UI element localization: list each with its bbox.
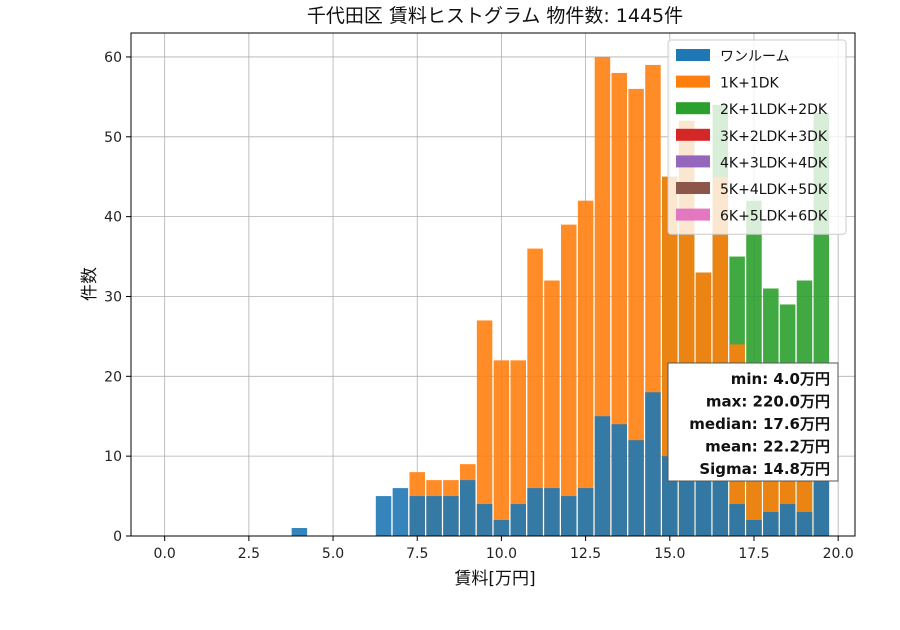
legend-label: 3K+2LDK+3DK (720, 129, 828, 145)
stats-line: max: 220.0万円 (706, 393, 830, 411)
legend-label: 4K+3LDK+4DK (720, 155, 828, 171)
x-axis-title: 賃料[万円] (454, 569, 535, 589)
bar-1 (645, 392, 661, 536)
bar-1 (577, 488, 594, 536)
x-tick-label: 5.0 (322, 546, 344, 562)
x-tick-label: 0.0 (154, 546, 176, 562)
bar-1 (476, 504, 493, 536)
stats-box: min: 4.0万円 max: 220.0万円 median: 17.6万円 mean… (667, 362, 839, 482)
x-tick-label: 10.0 (486, 546, 517, 562)
bar-1 (409, 496, 425, 536)
bar-1 (443, 496, 459, 536)
bar-1 (695, 472, 712, 536)
stats-line: mean: 22.2万円 (705, 438, 830, 456)
bar-2 (476, 320, 493, 536)
bar-2 (510, 360, 527, 536)
legend-swatch (676, 128, 710, 141)
y-tick-label: 30 (104, 289, 122, 305)
bar-1 (712, 472, 729, 536)
tick-layer: 0.0 2.5 5.0 7.5 10.0 12.5 15.0 17.5 20.0 0 10 20 30 4… (104, 50, 854, 562)
legend-swatch (676, 75, 710, 88)
y-tick-label: 20 (104, 369, 122, 385)
bar-1 (426, 496, 442, 536)
stats-line: median: 17.6万円 (689, 415, 830, 433)
bar-2 (577, 200, 594, 536)
x-tick-label: 7.5 (406, 546, 428, 562)
bar-1 (594, 416, 611, 536)
bar-1 (493, 520, 510, 536)
bar-1 (763, 512, 779, 536)
bar-1 (746, 520, 762, 536)
x-tick-label: 17.5 (738, 546, 769, 562)
stats-box-frame (667, 362, 839, 482)
bar-1 (375, 496, 392, 536)
legend-swatch (676, 182, 710, 194)
chart-title: 千代田区 賃料ヒストグラム 物件数: 1445件 (307, 5, 683, 27)
bar-1 (459, 480, 476, 536)
bar-2 (493, 360, 510, 536)
y-tick-label: 50 (104, 130, 122, 146)
x-tick-label: 15.0 (654, 546, 685, 562)
legend-label: 2K+1LDK+2DK (720, 102, 828, 118)
y-axis-title: 件数 (80, 267, 100, 301)
bar-1 (678, 472, 695, 536)
y-tick-label: 40 (104, 210, 122, 226)
bar-1 (779, 504, 796, 536)
legend-box (667, 39, 847, 235)
legend-swatch (676, 102, 710, 115)
bar-2 (544, 280, 560, 536)
bar-1 (729, 504, 745, 536)
bar-1 (611, 424, 628, 536)
legend-swatch (676, 49, 710, 61)
bar-2 (628, 88, 644, 536)
bar-2 (527, 248, 543, 537)
legend-swatch (676, 208, 710, 221)
x-tick-label: 2.5 (238, 546, 260, 562)
legend-label: 5K+4LDK+5DK (720, 182, 828, 198)
bar-1 (561, 496, 577, 536)
legend: ワンルーム 1K+1DK 2K+1LDK+2DK 3K+2LDK+3DK 4K+3LDK… (667, 39, 847, 235)
x-tick-label: 12.5 (570, 546, 601, 562)
bar-2 (611, 72, 628, 537)
stats-line: min: 4.0万円 (731, 370, 830, 388)
bar-1 (628, 440, 644, 536)
bar-1 (544, 488, 560, 536)
legend-label: ワンルーム (720, 49, 790, 65)
legend-label: 1K+1DK (720, 76, 780, 92)
bar-1 (392, 488, 409, 536)
bar-1 (510, 504, 527, 536)
plot-frame (130, 32, 856, 537)
bar-1 (291, 528, 308, 536)
bar-1 (527, 488, 543, 536)
legend-label: 6K+5LDK+6DK (720, 209, 828, 225)
legend-swatch (676, 155, 710, 168)
stats-line: Sigma: 14.8万円 (699, 460, 830, 478)
y-tick-label: 10 (104, 449, 122, 465)
y-tick-label: 60 (104, 50, 122, 66)
bar-1 (796, 512, 813, 536)
x-tick-label: 20.0 (823, 546, 854, 562)
bar-2 (561, 224, 577, 536)
y-tick-label: 0 (113, 529, 122, 545)
